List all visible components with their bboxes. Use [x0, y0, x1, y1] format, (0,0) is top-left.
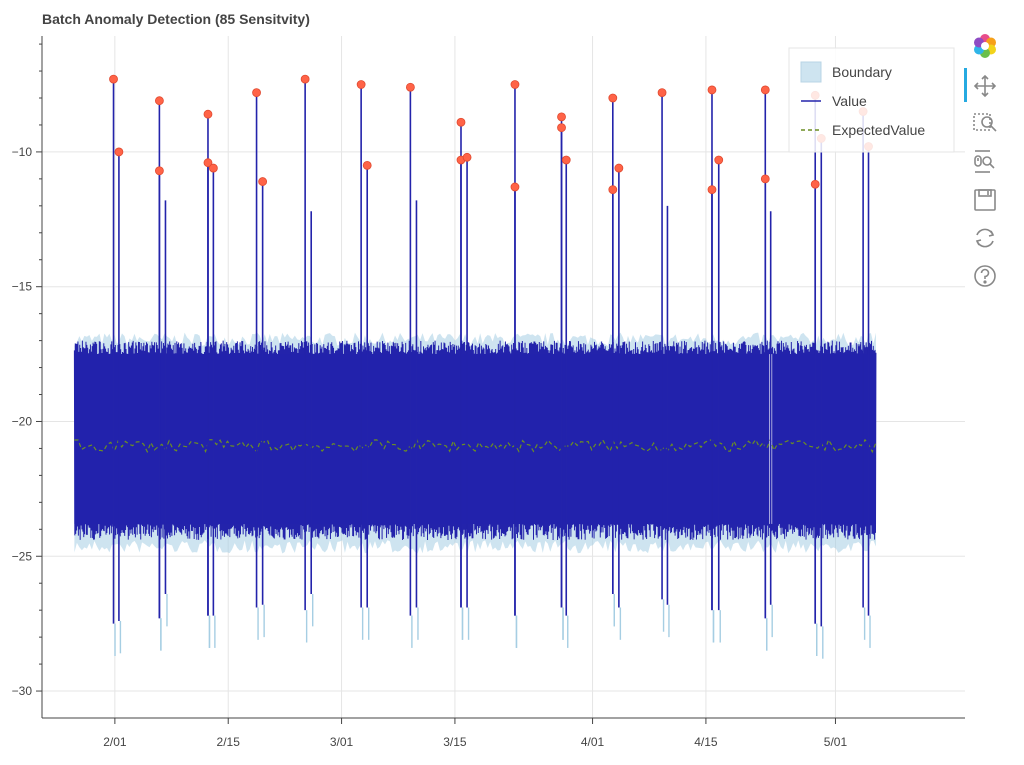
anomaly-point	[510, 80, 520, 89]
anomaly-point	[114, 147, 124, 157]
toolbar-active-indicator	[964, 68, 967, 102]
anomaly-point	[462, 152, 472, 162]
chart-toolbar	[963, 28, 1007, 298]
y-tick-label: −30	[12, 684, 33, 698]
legend[interactable]: Boundary Value ExpectedValue	[788, 47, 955, 153]
y-tick-label: −25	[12, 549, 33, 563]
anomaly-point	[109, 74, 118, 84]
x-tick-label: 3/15	[443, 735, 467, 749]
anomaly-point	[258, 177, 268, 186]
anomaly-point	[608, 93, 618, 103]
anomaly-point	[356, 80, 366, 89]
anomaly-point	[362, 160, 372, 170]
anomaly-point	[203, 158, 213, 168]
legend-label-boundary: Boundary	[832, 64, 892, 80]
anomaly-point	[614, 163, 624, 173]
anomaly-point	[456, 117, 466, 127]
chart-title: Batch Anomaly Detection (85 Sensitvity)	[42, 11, 310, 27]
anomaly-point	[208, 163, 218, 173]
reset-icon[interactable]	[971, 224, 999, 252]
axis-layer: −10 −15 −20 −25 −30 2/01 2/15 3/01 3/15 4/01 4/15 5…	[12, 36, 965, 749]
value-series-layer	[73, 340, 877, 541]
anomaly-point	[557, 112, 566, 122]
anomaly-point	[810, 179, 820, 189]
anomaly-layer	[109, 74, 873, 195]
anomaly-point	[203, 109, 213, 119]
x-tick-label: 2/15	[217, 735, 241, 749]
anomaly-point	[300, 74, 310, 84]
x-tick-label: 4/15	[694, 735, 718, 749]
anomaly-point	[707, 85, 717, 95]
help-icon[interactable]	[971, 262, 999, 290]
box-zoom-icon[interactable]	[971, 110, 999, 138]
x-tick-label: 5/01	[824, 735, 848, 749]
anomaly-point	[154, 166, 164, 176]
anomaly-point	[608, 185, 618, 195]
anomaly-point	[557, 123, 566, 133]
x-tick-label: 4/01	[581, 735, 605, 749]
legend-swatch-boundary	[800, 61, 822, 83]
anomaly-point	[561, 155, 571, 165]
x-tick-label: 2/01	[103, 735, 127, 749]
y-tick-label: −15	[12, 280, 33, 294]
anomaly-point	[714, 155, 724, 165]
x-tick-label: 3/01	[330, 735, 354, 749]
anomaly-point	[760, 174, 770, 184]
legend-label-value: Value	[832, 93, 867, 109]
legend-label-expectedvalue: ExpectedValue	[832, 122, 925, 138]
value-series-fill	[74, 354, 876, 524]
y-tick-label: −10	[12, 145, 33, 159]
wheel-zoom-icon[interactable]	[971, 148, 999, 176]
y-tick-label: −20	[12, 414, 33, 428]
anomaly-point	[405, 82, 415, 92]
anomaly-point	[657, 88, 667, 98]
anomaly-point	[760, 85, 770, 95]
save-icon[interactable]	[971, 186, 999, 214]
anomaly-point	[707, 185, 717, 195]
anomaly-point	[510, 182, 520, 192]
anomaly-point	[154, 96, 164, 106]
anomaly-point	[252, 88, 261, 98]
pan-tool-icon[interactable]	[971, 72, 999, 100]
bokeh-logo-icon[interactable]	[971, 32, 999, 60]
